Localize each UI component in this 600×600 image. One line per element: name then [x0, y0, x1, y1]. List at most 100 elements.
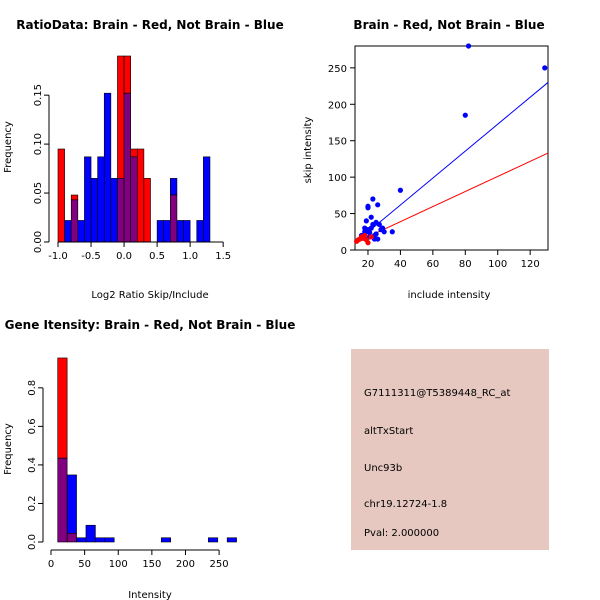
scatter-ylabel: skip intensity — [303, 117, 314, 184]
ratio-histogram-y-tick-label: 0.00 — [33, 231, 44, 253]
intensity-histogram-bar-brain — [57, 357, 68, 459]
ratio-histogram-x-tick-label: 1.5 — [215, 251, 231, 262]
scatter-xlabel: include intensity — [408, 290, 491, 301]
fit-line-not-brain — [354, 82, 549, 244]
ratio-histogram-bar-not-brain — [103, 92, 112, 243]
scatter-y-tick-label: 200 — [328, 100, 347, 111]
ratio-histogram-bar-overlap — [130, 156, 138, 243]
ratio-histogram-bar-overlap — [70, 199, 79, 243]
scatter-panel: Brain - Red, Not Brain - Blue include in… — [303, 18, 549, 301]
ratio-histogram-bar-brain — [143, 178, 151, 243]
intensity-histogram-x-tick-label: 50 — [78, 559, 91, 570]
ratio-histogram-bar-overlap — [117, 178, 125, 243]
scatter-point-not-brain — [462, 112, 468, 118]
intensity-histogram-x-tick-label: 250 — [210, 559, 229, 570]
ratio-histogram-bar-not-brain — [84, 156, 92, 243]
scatter-point-brain — [362, 232, 368, 239]
scatter-axes: 20 40 60 80 100 120 0 50 100 150 200 250 — [328, 64, 540, 270]
intensity-histogram-x-tick-label: 100 — [109, 559, 128, 570]
ratio-histogram-y-tick-label: 0.05 — [33, 182, 44, 204]
intensity-histogram-axes: 0.0 0.2 0.4 0.6 0.8 0 50 100 150 200 250 — [27, 380, 229, 570]
ratio-histogram-x-tick-label: -1.0 — [48, 251, 68, 262]
intensity-histogram-bars — [57, 357, 237, 543]
ratio-histogram-bar-not-brain — [176, 220, 184, 243]
scatter-y-tick-label: 100 — [328, 173, 347, 184]
ratio-histogram-bar-not-brain — [196, 220, 204, 243]
ratio-histogram-bar-brain — [130, 148, 138, 158]
ratio-histogram-bar-not-brain — [170, 178, 178, 196]
intensity-histogram-y-tick-label: 0.6 — [27, 418, 38, 434]
scatter-point-not-brain — [365, 205, 371, 211]
intensity-histogram-y-tick-label: 0.2 — [27, 496, 38, 512]
intensity-histogram-bar-not-brain — [95, 537, 106, 543]
pval-text: Pval: 2.000000 — [364, 528, 439, 539]
intensity-histogram-bar-not-brain — [208, 537, 219, 543]
ratio-histogram-bar-not-brain — [90, 178, 98, 243]
ratio-histogram-axes: 0.00 0.05 0.10 0.15 -1.0 -0.5 0.0 0.5 1.0 1.5 — [33, 84, 231, 262]
info-panel-background — [351, 349, 549, 550]
scatter-x-tick-label: 100 — [488, 259, 507, 270]
scatter-title: Brain - Red, Not Brain - Blue — [353, 18, 544, 32]
intensity-histogram-bar-overlap — [57, 457, 68, 543]
intensity-histogram-bar-not-brain — [66, 474, 77, 534]
fit-line-brain — [354, 152, 549, 244]
ratio-histogram-bar-not-brain — [203, 156, 211, 243]
scatter-x-tick-label: 20 — [362, 259, 375, 270]
scatter-point-not-brain — [375, 202, 381, 208]
ratio-histogram-bar-brain — [136, 148, 145, 243]
location-text: chr19.12724-1.8 — [364, 499, 447, 510]
scatter-point-not-brain — [397, 187, 404, 193]
scatter-y-tick-label: 50 — [334, 210, 347, 221]
scatter-point-not-brain — [362, 229, 368, 235]
ratio-histogram-x-tick-label: 0.5 — [149, 251, 165, 262]
ratio-histogram-x-tick-label: -0.5 — [81, 251, 101, 262]
ratio-histogram-bar-brain — [117, 55, 125, 179]
ratio-histogram-panel: RatioData: Brain - Red, Not Brain - Blue… — [3, 18, 284, 301]
scatter-fit-lines — [354, 82, 549, 244]
intensity-histogram-ylabel: Frequency — [3, 423, 14, 475]
intensity-histogram-bar-not-brain — [76, 537, 87, 543]
ratio-histogram-bar-not-brain — [183, 220, 191, 243]
ratio-histogram-title: RatioData: Brain - Red, Not Brain - Blue — [16, 18, 283, 32]
scatter-point-not-brain — [373, 231, 379, 237]
ratio-histogram-bar-brain — [70, 194, 79, 201]
scatter-point-not-brain — [389, 229, 395, 235]
scatter-point-not-brain — [376, 221, 382, 228]
ratio-histogram-ylabel: Frequency — [3, 121, 14, 173]
scatter-point-not-brain — [465, 43, 472, 49]
probe-id-text: G7111311@T5389448_RC_at — [364, 388, 510, 399]
scatter-points — [354, 43, 548, 246]
scatter-point-not-brain — [362, 225, 368, 231]
ratio-histogram-bars — [57, 55, 211, 243]
intensity-histogram-bar-not-brain — [104, 537, 115, 543]
ratio-histogram-bar-brain — [123, 55, 131, 94]
intensity-histogram-x-tick-label: 150 — [142, 559, 161, 570]
ratio-histogram-xlabel: Log2 Ratio Skip/Include — [91, 290, 208, 301]
intensity-histogram-y-tick-label: 0.8 — [27, 380, 38, 396]
scatter-point-brain — [368, 234, 374, 240]
scatter-x-tick-label: 120 — [521, 259, 540, 270]
scatter-x-tick-label: 60 — [426, 259, 439, 270]
scatter-point-not-brain — [366, 229, 373, 236]
ratio-histogram-bar-not-brain — [97, 156, 105, 243]
ratio-histogram-x-tick-label: 0.0 — [116, 251, 132, 262]
intensity-histogram-y-tick-label: 0.4 — [27, 457, 38, 473]
scatter-point-not-brain — [542, 65, 548, 71]
ratio-histogram-y-tick-label: 0.15 — [33, 84, 44, 106]
ratio-histogram-y-tick-label: 0.10 — [33, 133, 44, 155]
ratio-histogram-bar-not-brain — [77, 220, 85, 243]
scatter-point-not-brain — [363, 218, 369, 224]
intensity-histogram-xlabel: Intensity — [128, 590, 172, 600]
intensity-histogram-x-tick-label: 0 — [48, 559, 54, 570]
scatter-y-tick-label: 0 — [341, 246, 347, 257]
intensity-histogram-panel: Gene Itensity: Brain - Red, Not Brain - … — [3, 318, 295, 600]
intensity-histogram-title: Gene Itensity: Brain - Red, Not Brain - … — [5, 318, 296, 332]
intensity-histogram-x-tick-label: 200 — [176, 559, 195, 570]
intensity-histogram-y-tick-label: 0.0 — [27, 534, 38, 550]
scatter-point-not-brain — [370, 196, 376, 202]
scatter-y-tick-label: 150 — [328, 137, 347, 148]
intensity-histogram-bar-not-brain — [160, 537, 171, 543]
intensity-histogram-bar-not-brain — [85, 524, 96, 543]
intensity-histogram-bar-not-brain — [226, 537, 237, 543]
